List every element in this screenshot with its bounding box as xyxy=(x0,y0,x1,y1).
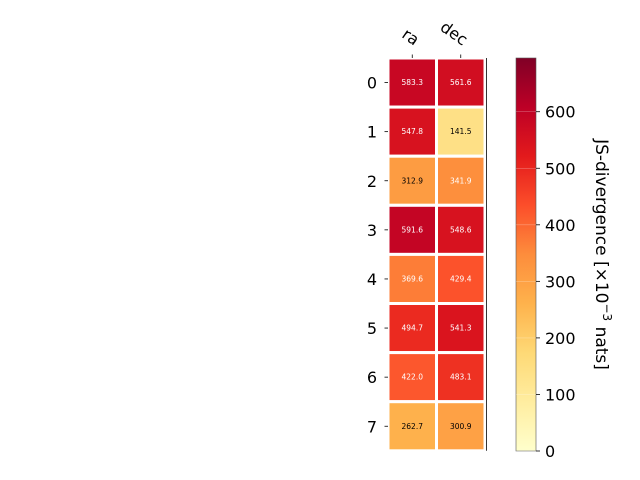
heatmap-grid: 583.3 561.6 547.8 141.5 312.9 341.9 591.6 548.6… xyxy=(386,56,487,453)
column-tick-labels: ra dec xyxy=(399,17,471,58)
cell-value-label: 369.6 xyxy=(402,274,424,283)
colorbar-tick-label: 300 xyxy=(545,272,576,291)
column-tick-label: dec xyxy=(437,17,471,49)
colorbar-gradient xyxy=(515,57,537,452)
cell-value-label: 429.4 xyxy=(450,274,472,283)
row-tick-labels: 0 1 2 3 4 5 6 7 xyxy=(367,74,388,436)
heatmap-cell-1-dec xyxy=(435,105,487,158)
row-tick-label: 3 xyxy=(367,221,377,240)
cell-value-label: 583.3 xyxy=(402,78,424,87)
row-tick-label: 2 xyxy=(367,172,377,191)
cell-value-label: 547.8 xyxy=(402,127,424,136)
row-tick-label: 1 xyxy=(367,123,377,142)
row-tick-label: 6 xyxy=(367,368,377,387)
cell-value-label: 141.5 xyxy=(450,127,472,136)
cell-value-label: 548.6 xyxy=(450,225,472,234)
cell-value-label: 541.3 xyxy=(450,324,472,333)
colorbar-tick-label: 600 xyxy=(545,103,576,122)
colorbar-tick-label: 500 xyxy=(545,159,576,178)
colorbar-tick-label: 200 xyxy=(545,329,576,348)
cell-value-label: 494.7 xyxy=(402,324,424,333)
column-tick-label: ra xyxy=(399,24,423,49)
colorbar-tick-label: 100 xyxy=(545,385,576,404)
cell-value-label: 561.6 xyxy=(450,78,472,87)
cell-value-label: 591.6 xyxy=(402,225,424,234)
cell-value-label: 483.1 xyxy=(450,373,472,382)
row-tick-label: 5 xyxy=(367,319,377,338)
cell-value-label: 312.9 xyxy=(402,176,424,185)
heatmap-cell-4-dec xyxy=(435,252,487,305)
colorbar-tick-label: 400 xyxy=(545,216,576,235)
row-tick-label: 4 xyxy=(367,270,377,289)
heatmap-cell-2-dec xyxy=(435,154,487,207)
row-tick-label: 7 xyxy=(367,417,377,436)
colorbar: 0 100 200 300 400 500 600 JS-divergence [×10−3 … xyxy=(515,57,614,461)
cell-value-label: 341.9 xyxy=(450,176,472,185)
heatmap-cell-3-dec xyxy=(435,203,487,256)
colorbar-tick-label: 0 xyxy=(545,442,555,461)
row-tick-label: 0 xyxy=(367,74,377,93)
cell-value-label: 300.9 xyxy=(450,422,472,431)
heatmap-cell-7-dec xyxy=(435,400,487,453)
cell-value-label: 422.0 xyxy=(402,373,424,382)
cell-value-label: 262.7 xyxy=(402,422,424,431)
colorbar-label: JS-divergence [×10−3 nats] xyxy=(591,138,614,370)
